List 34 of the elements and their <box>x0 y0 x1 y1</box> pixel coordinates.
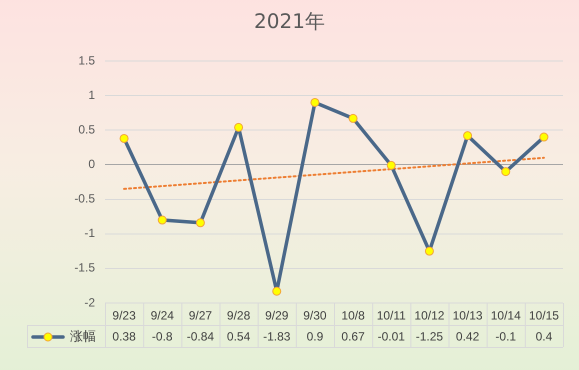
data-label: 0.4 <box>536 329 553 344</box>
data-label: 0.42 <box>456 329 480 344</box>
data-label: 0.54 <box>226 329 251 344</box>
x-tick-label: 10/8 <box>341 308 366 323</box>
y-tick-label: -1.5 <box>74 260 96 275</box>
data-label: 0.38 <box>112 329 136 344</box>
data-label: 0.9 <box>306 329 324 344</box>
data-label: -1.25 <box>416 329 444 344</box>
data-label: -1.83 <box>263 329 291 344</box>
y-tick-label: 0.5 <box>78 122 96 136</box>
data-label: -0.84 <box>186 329 214 344</box>
y-tick-label: 0 <box>88 157 96 172</box>
x-tick-label: 9/27 <box>188 308 212 323</box>
data-label: -0.8 <box>152 329 173 344</box>
legend-label: 涨幅 <box>70 329 96 344</box>
data-label: -0.01 <box>378 329 406 344</box>
x-tick-label: 10/15 <box>528 308 560 323</box>
y-tick-label: 1.5 <box>78 53 96 68</box>
y-tick-label: -1 <box>84 226 96 240</box>
y-tick-label: -2 <box>84 295 96 310</box>
y-tick-label: 1 <box>88 88 96 102</box>
x-tick-label: 10/12 <box>414 308 445 323</box>
y-tick-label: -0.5 <box>74 192 96 206</box>
x-tick-label: 9/29 <box>265 308 289 323</box>
data-label: 0.67 <box>341 329 366 344</box>
chart-title: 2021年 <box>254 9 325 34</box>
x-tick-label: 10/13 <box>452 308 483 323</box>
x-tick-label: 10/14 <box>490 308 522 323</box>
x-tick-label: 9/30 <box>303 308 327 323</box>
data-label: -0.1 <box>495 329 516 344</box>
x-tick-label: 9/23 <box>112 308 136 323</box>
x-tick-label: 10/11 <box>376 308 406 323</box>
x-tick-label: 9/24 <box>150 308 174 323</box>
x-tick-label: 9/28 <box>226 308 251 323</box>
